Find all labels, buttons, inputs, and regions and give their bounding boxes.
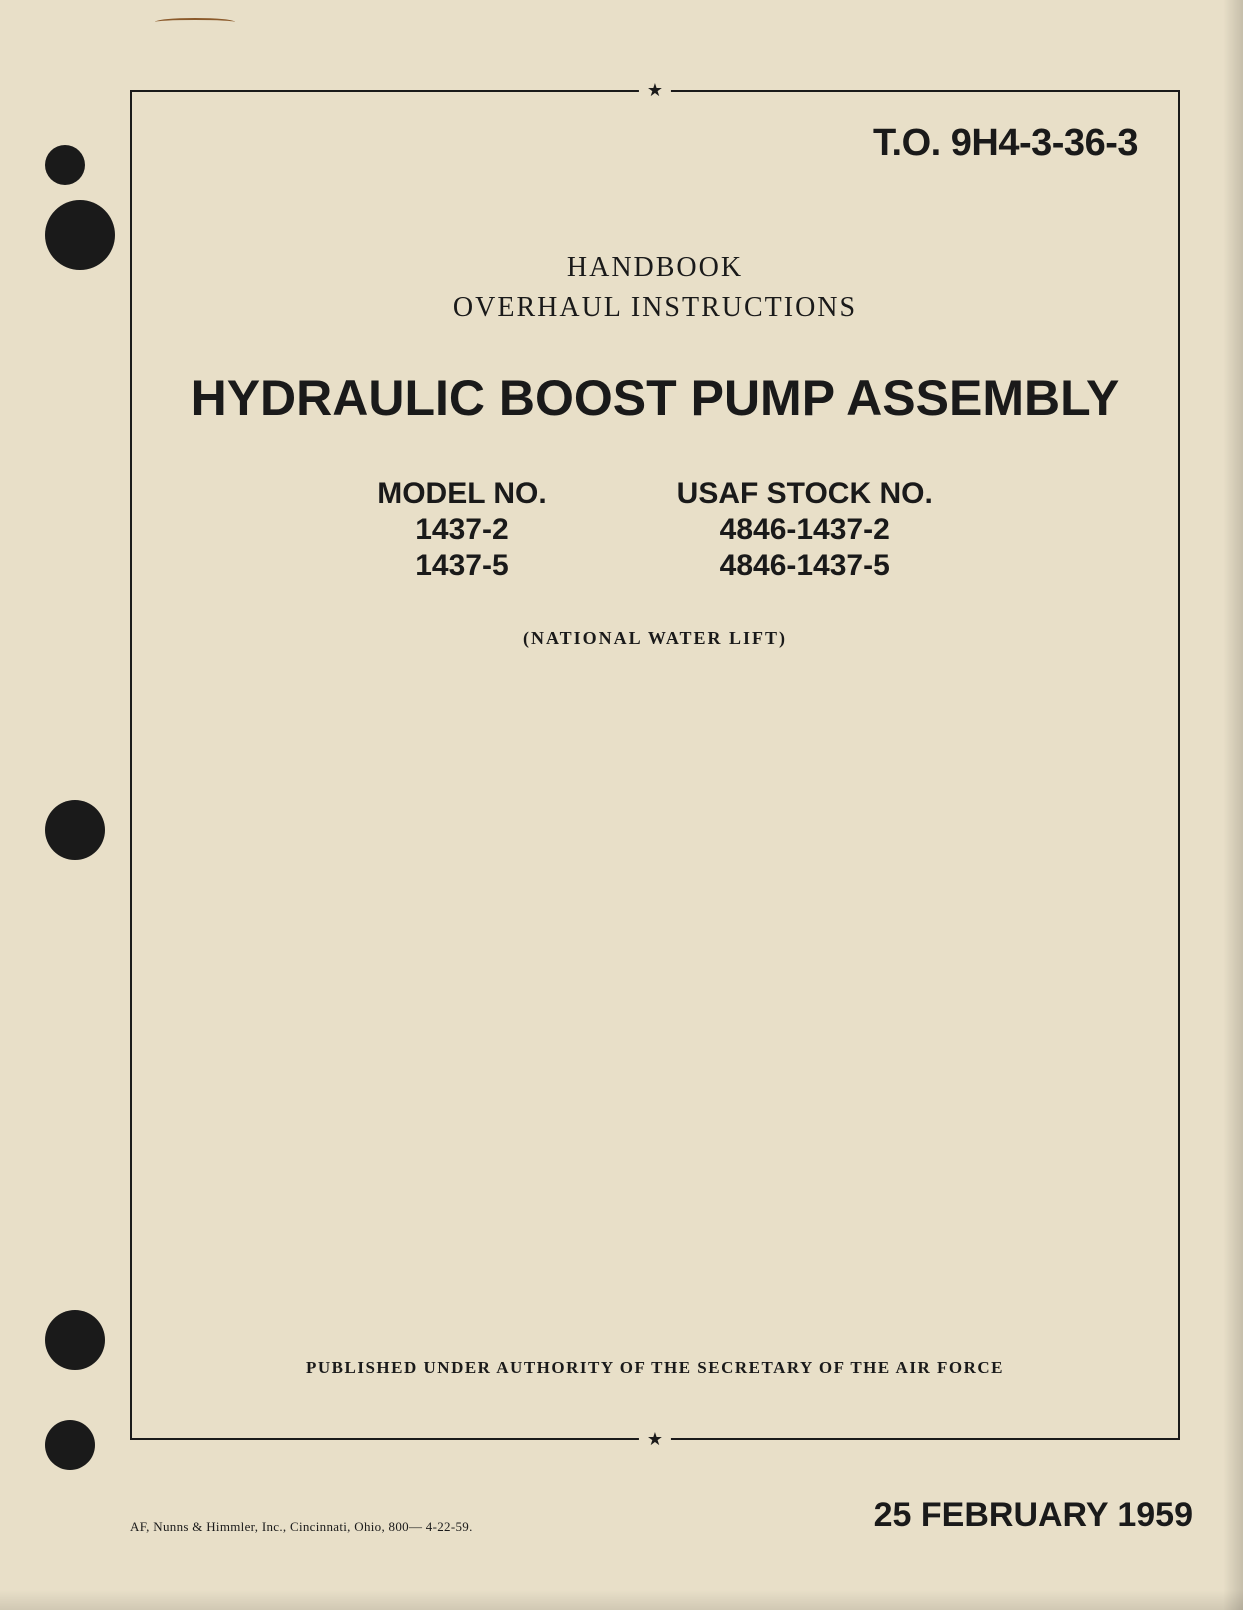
- stock-value: 4846-1437-5: [677, 549, 933, 583]
- model-column: MODEL NO. 1437-2 1437-5: [377, 477, 546, 583]
- page-edge-shadow: [1223, 0, 1243, 1610]
- page-edge-shadow: [0, 1590, 1243, 1610]
- header-section: HANDBOOK OVERHAUL INSTRUCTIONS HYDRAULIC…: [132, 252, 1178, 649]
- publication-authority: PUBLISHED UNDER AUTHORITY OF THE SECRETA…: [132, 1358, 1178, 1378]
- manufacturer-name: (NATIONAL WATER LIFT): [132, 628, 1178, 649]
- publication-date: 25 FEBRUARY 1959: [874, 1496, 1193, 1535]
- document-page: ★ T.O. 9H4-3-36-3 HANDBOOK OVERHAUL INST…: [0, 0, 1243, 1610]
- footer-row: AF, Nunns & Himmler, Inc., Cincinnati, O…: [130, 1496, 1193, 1535]
- punch-hole: [45, 1310, 105, 1370]
- model-value: 1437-5: [377, 549, 546, 583]
- model-header: MODEL NO.: [377, 477, 546, 511]
- printer-info: AF, Nunns & Himmler, Inc., Cincinnati, O…: [130, 1519, 473, 1535]
- punch-hole: [45, 200, 115, 270]
- model-value: 1437-2: [377, 513, 546, 547]
- content-frame: ★ T.O. 9H4-3-36-3 HANDBOOK OVERHAUL INST…: [130, 90, 1180, 1440]
- punch-hole: [45, 145, 85, 185]
- document-title: HYDRAULIC BOOST PUMP ASSEMBLY: [132, 369, 1178, 427]
- staple-mark: [155, 18, 235, 26]
- star-ornament-top: ★: [639, 80, 671, 101]
- stock-column: USAF STOCK NO. 4846-1437-2 4846-1437-5: [677, 477, 933, 583]
- stock-header: USAF STOCK NO.: [677, 477, 933, 511]
- stock-value: 4846-1437-2: [677, 513, 933, 547]
- handbook-label: HANDBOOK: [132, 252, 1178, 284]
- punch-hole: [45, 1420, 95, 1470]
- technical-order-number: T.O. 9H4-3-36-3: [873, 122, 1138, 165]
- punch-hole: [45, 800, 105, 860]
- document-subtitle: OVERHAUL INSTRUCTIONS: [132, 292, 1178, 324]
- star-ornament-bottom: ★: [639, 1429, 671, 1450]
- model-stock-section: MODEL NO. 1437-2 1437-5 USAF STOCK NO. 4…: [132, 477, 1178, 583]
